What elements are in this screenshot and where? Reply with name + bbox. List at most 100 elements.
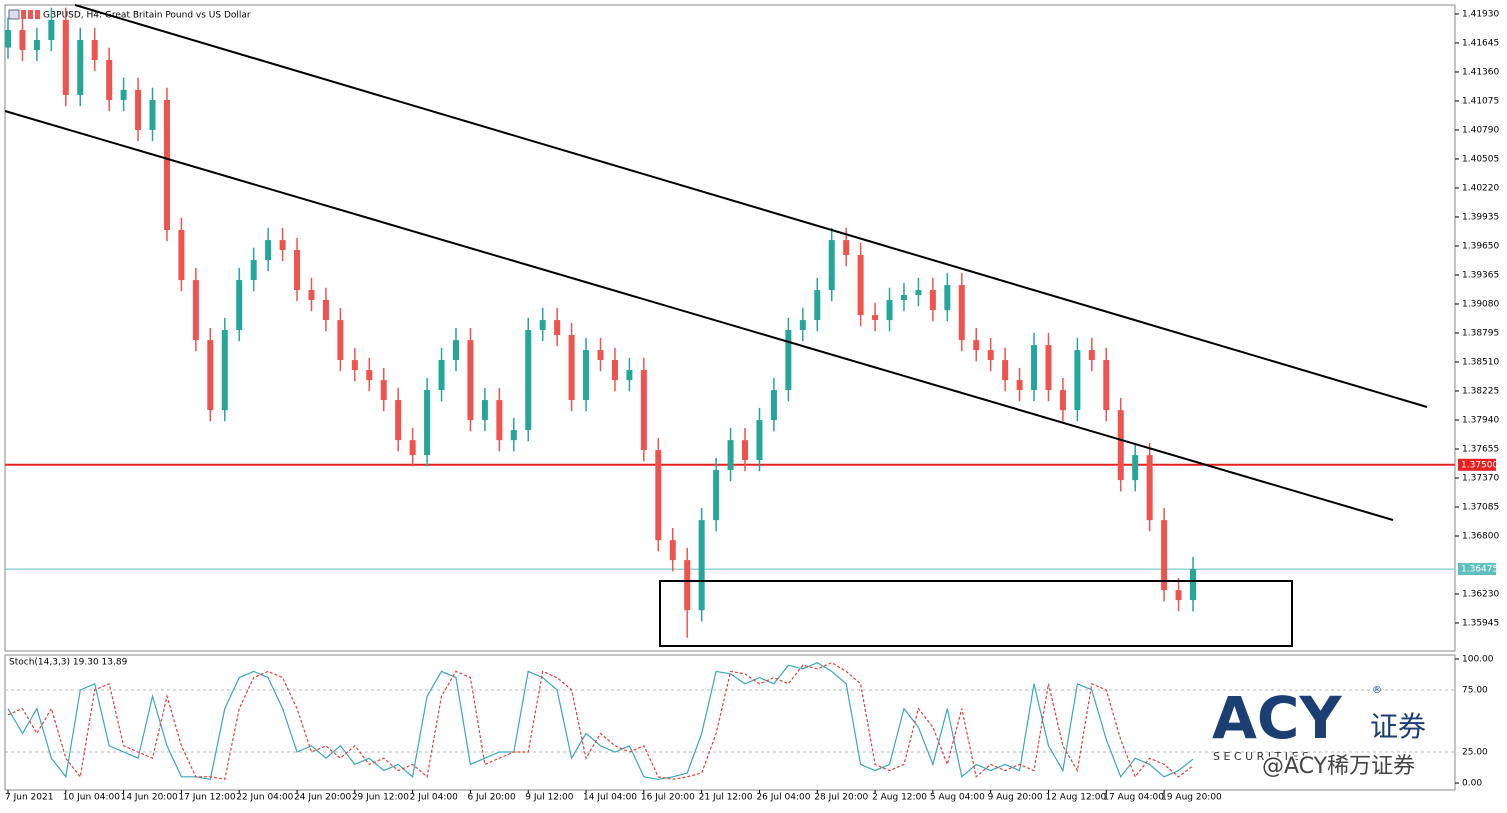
candle-body <box>756 420 763 461</box>
candle-body <box>568 335 575 401</box>
candle-body <box>467 340 474 421</box>
plot: 1.41930 1.41645 1.41360 1.41075 1.40790 1.405… <box>5 7 1499 803</box>
candle-body <box>915 290 922 296</box>
x-tick-label: 6 Jul 20:00 <box>467 793 516 803</box>
candle-body <box>265 240 272 261</box>
candle-body <box>366 370 373 381</box>
y-tick-label: 25.00 <box>1462 748 1488 758</box>
y-tick-label: 1.40505 <box>1462 154 1499 164</box>
icon <box>35 10 40 19</box>
candle-body <box>713 470 720 521</box>
candle-body <box>496 400 503 441</box>
y-tick-label: 1.36800 <box>1462 532 1499 542</box>
y-tick-label: 1.37940 <box>1462 415 1499 425</box>
trend-line <box>74 4 1428 408</box>
y-tick-label: 1.40220 <box>1462 183 1499 193</box>
candle-body <box>872 315 879 321</box>
x-tick-label: 17 Jun 12:00 <box>178 793 235 803</box>
candle-body <box>1175 590 1182 601</box>
candle-body <box>62 19 69 95</box>
x-tick-label: 17 Aug 04:00 <box>1103 793 1164 803</box>
candle-body <box>106 59 113 100</box>
candle-body <box>1031 345 1038 391</box>
x-tick-label: 26 Jul 04:00 <box>756 793 810 803</box>
x-tick-label: 22 Jun 04:00 <box>236 793 293 803</box>
price-level-tag <box>1458 563 1496 576</box>
candle-body <box>669 540 676 561</box>
x-tick-label: 2 Jul 04:00 <box>410 793 459 803</box>
candle-body <box>770 390 777 421</box>
candle-body <box>973 340 980 351</box>
y-tick-label: 1.41075 <box>1462 96 1499 106</box>
x-tick-label: 16 Jul 20:00 <box>641 793 695 803</box>
x-tick-label: 12 Aug 12:00 <box>1045 793 1106 803</box>
x-tick-label: 21 Jul 12:00 <box>699 793 753 803</box>
y-tick-label: 0.00 <box>1462 779 1482 789</box>
candle-body <box>539 320 546 331</box>
x-tick-label: 24 Jun 20:00 <box>294 793 351 803</box>
icon <box>28 10 33 19</box>
y-tick-label: 1.39365 <box>1462 270 1499 280</box>
candle-body <box>597 350 604 361</box>
candle-body <box>1190 569 1196 601</box>
candle-body <box>857 255 864 316</box>
indicator-frame <box>4 654 1456 791</box>
x-tick-label: 28 Jul 20:00 <box>814 793 868 803</box>
y-tick-label: 1.37655 <box>1462 444 1499 454</box>
y-tick-label: 100.00 <box>1462 654 1494 664</box>
trend-line <box>4 110 1394 521</box>
candle-body <box>322 300 329 321</box>
candle-body <box>294 250 301 291</box>
price-level-label: 1.36475 <box>1461 565 1498 575</box>
y-tick-label: 1.41645 <box>1462 38 1499 48</box>
candle-body <box>583 350 590 401</box>
candle-body <box>828 240 835 291</box>
y-tick-label: 1.36230 <box>1462 590 1499 600</box>
x-tick-label: 9 Jul 12:00 <box>525 793 574 803</box>
y-tick-label: 1.39650 <box>1462 241 1499 251</box>
candle-body <box>900 295 907 301</box>
candle-body <box>554 320 561 336</box>
y-tick-label: 1.38795 <box>1462 328 1499 338</box>
candle-body <box>799 320 806 331</box>
candle-body <box>135 89 142 130</box>
y-tick-label: 1.41930 <box>1462 9 1499 19</box>
chart-title: GBPUSD, H4: Great Britain Pound vs US Do… <box>43 11 251 21</box>
candle-body <box>626 370 633 381</box>
candle-body <box>77 40 84 95</box>
candle-body <box>351 360 358 371</box>
y-tick-label: 75.00 <box>1462 685 1488 695</box>
watermark: ACY ® 证券 S E C U R I T I E S @ACY稀万证券 <box>1212 684 1426 780</box>
candle-body <box>958 285 965 341</box>
logo-cn: 证券 <box>1370 710 1426 743</box>
x-tick-label: 9 Aug 20:00 <box>988 793 1043 803</box>
candle-body <box>1059 390 1066 411</box>
candle-body <box>250 260 257 281</box>
y-tick-label: 1.37085 <box>1462 503 1499 513</box>
candle-body <box>611 360 618 381</box>
price-level-tag <box>1458 458 1496 471</box>
candle-body <box>33 40 40 50</box>
candle-body <box>742 440 749 461</box>
candle-body <box>1016 380 1023 391</box>
candle-body <box>843 240 850 256</box>
x-tick-label: 5 Aug 04:00 <box>930 793 985 803</box>
candle-body <box>438 360 445 391</box>
candle-body <box>481 400 488 421</box>
indicator-label: Stoch(14,3,3) 19.30 13.89 <box>9 658 128 668</box>
x-tick-label: 10 Jun 04:00 <box>63 793 120 803</box>
candle-body <box>5 29 11 48</box>
y-tick-label: 1.35945 <box>1462 619 1499 629</box>
candle-body <box>163 99 170 231</box>
candle-body <box>640 370 647 451</box>
candle-body <box>929 290 936 311</box>
candle-body <box>91 40 98 60</box>
candle-body <box>1045 345 1052 391</box>
candle-body <box>698 520 705 611</box>
candle-body <box>727 440 734 471</box>
candle-body <box>236 280 243 331</box>
candle-body <box>48 19 55 41</box>
y-tick-label: 1.39080 <box>1462 299 1499 309</box>
